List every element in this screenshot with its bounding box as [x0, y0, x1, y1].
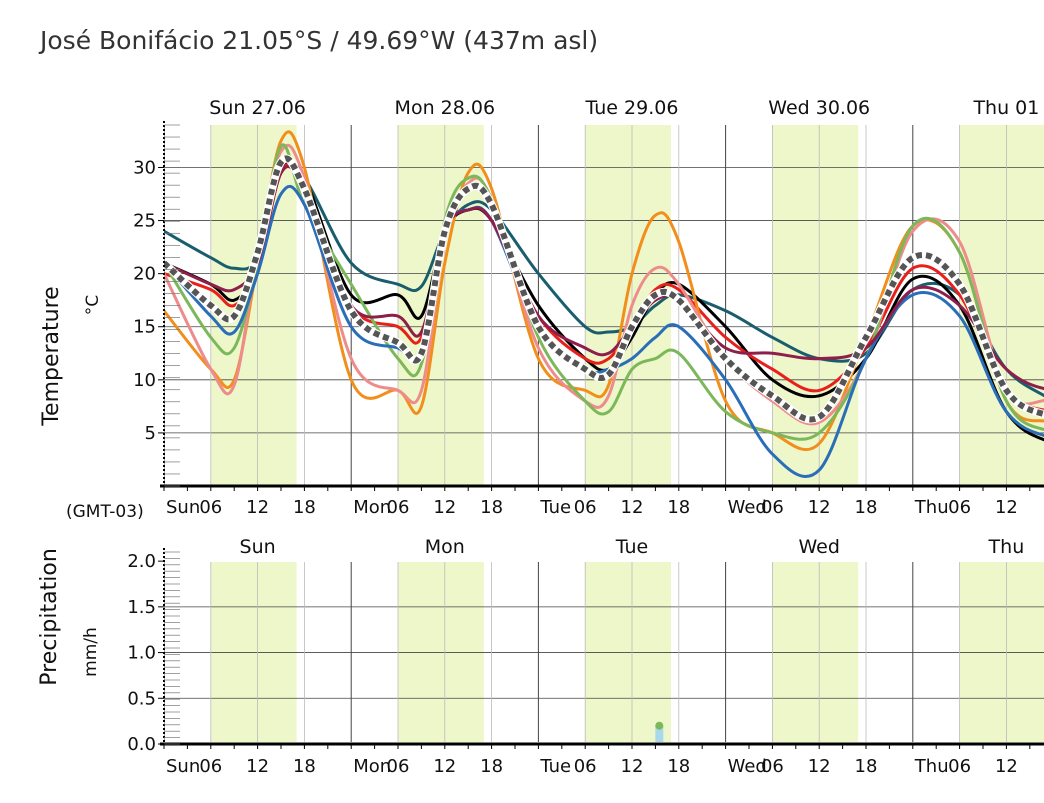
day-shade-3: [772, 562, 859, 742]
precipitation-day-labels: Sun Mon Tue Wed Thu: [240, 536, 1025, 558]
day-label: Mon: [425, 536, 465, 558]
precip-bar-0: [655, 725, 664, 742]
day-shade-2: [585, 125, 671, 486]
x-tick-label: 06: [948, 497, 971, 518]
x-tick-label: 12: [246, 756, 269, 777]
x-tick-label: Sun: [166, 756, 200, 777]
day-label: Mon 28.06: [395, 97, 496, 119]
precipitation-panel: 0.0 0.5 1.0 1.5 2.0 Precipitation mm/h Sun Mo…: [37, 536, 1044, 777]
y-tick-label: 0.5: [127, 688, 156, 709]
x-tick-label: 06: [199, 497, 222, 518]
y-tick-label: 1.0: [127, 643, 156, 664]
x-tick-label: Tue: [539, 756, 571, 777]
x-tick-label: Thu: [914, 497, 949, 518]
day-shade-0: [210, 125, 297, 486]
precipitation-unit-label: mm/h: [81, 627, 101, 677]
x-tick-label: 18: [855, 497, 878, 518]
temperature-series-4: [164, 143, 1044, 426]
day-shade-3: [772, 125, 859, 486]
day-shade-2: [585, 562, 671, 742]
x-tick-label: 12: [808, 756, 831, 777]
y-tick-label: 25: [133, 211, 156, 232]
temperature-day-labels: Sun 27.06 Mon 28.06 Tue 29.06 Wed 30.06 Thu …: [209, 97, 1039, 119]
timezone-label: (GMT-03): [66, 502, 144, 522]
day-shade-0: [210, 562, 297, 742]
x-tick-label: 12: [433, 756, 456, 777]
x-tick-label: 06: [387, 497, 410, 518]
y-tick-label: 1.5: [127, 597, 156, 618]
day-shade-4: [959, 562, 1044, 742]
precipitation-axis: 0.0 0.5 1.0 1.5 2.0: [127, 548, 1044, 755]
x-tick-label: Wed: [728, 497, 767, 518]
x-tick-label: 18: [667, 497, 690, 518]
precipitation-grid: [164, 562, 1044, 742]
precipitation-bars: [655, 721, 664, 742]
x-tick-label: 06: [948, 756, 971, 777]
y-tick-label: 30: [133, 157, 156, 178]
x-tick-label: 06: [387, 756, 410, 777]
temperature-axis: 5 10 15 20 25 30: [133, 121, 1044, 491]
x-tick-label: 18: [480, 756, 503, 777]
y-tick-label: 2.0: [127, 551, 156, 572]
temperature-series-6: [164, 184, 1044, 478]
day-label: Sun: [240, 536, 276, 558]
x-tick-label: Tue: [539, 497, 571, 518]
x-tick-label: 12: [995, 756, 1018, 777]
y-tick-label: 5: [145, 423, 156, 444]
x-tick-label: 18: [293, 497, 316, 518]
daylight-shading: [210, 562, 1044, 742]
x-tick-label: Mon: [353, 497, 391, 518]
temperature-panel: 5 10 15 20 25 30 Temperature °C Sun 27.06 Mon …: [39, 97, 1044, 522]
x-tick-label: 18: [480, 497, 503, 518]
page-title: José Bonifácio 21.05°S / 49.69°W (437m a…: [40, 26, 599, 55]
x-tick-label: 12: [995, 497, 1018, 518]
x-tick-label: 18: [667, 756, 690, 777]
x-tick-label: 12: [246, 497, 269, 518]
temperature-axis-label: Temperature: [39, 286, 64, 426]
x-tick-label: Sun: [166, 497, 200, 518]
day-label: Sun 27.06: [209, 97, 306, 119]
x-tick-label: 12: [433, 497, 456, 518]
day-label: Thu 01: [972, 97, 1039, 119]
day-label: Tue: [615, 536, 648, 558]
x-tick-label: 18: [855, 756, 878, 777]
day-label: Tue 29.06: [585, 97, 679, 119]
x-tick-label: Mon: [353, 756, 391, 777]
x-tick-label: Wed: [728, 756, 767, 777]
precipitation-axis-label: Precipitation: [37, 548, 62, 686]
y-tick-label: 20: [133, 264, 156, 285]
day-label: Thu: [988, 536, 1025, 558]
daylight-shading: [210, 125, 1044, 486]
precip-marker-0: [655, 721, 664, 730]
y-tick-label: 15: [133, 317, 156, 338]
x-tick-label: 12: [621, 497, 644, 518]
x-tick-label: 12: [808, 497, 831, 518]
x-tick-label: 06: [199, 756, 222, 777]
day-label: Wed 30.06: [768, 97, 870, 119]
x-tick-label: 06: [761, 756, 784, 777]
y-tick-label: 10: [133, 370, 156, 391]
temperature-lines: [164, 130, 1044, 478]
x-tick-label: 06: [574, 497, 597, 518]
x-tick-label: 18: [293, 756, 316, 777]
x-tick-label: Thu: [914, 756, 949, 777]
x-tick-label: 12: [621, 756, 644, 777]
day-shade-1: [398, 562, 484, 742]
x-tick-label: 06: [761, 497, 784, 518]
y-tick-label: 0.0: [127, 734, 156, 755]
x-tick-label: 06: [574, 756, 597, 777]
temperature-unit-label: °C: [83, 295, 103, 315]
day-label: Wed: [798, 536, 839, 558]
mean-series: [164, 155, 1044, 423]
